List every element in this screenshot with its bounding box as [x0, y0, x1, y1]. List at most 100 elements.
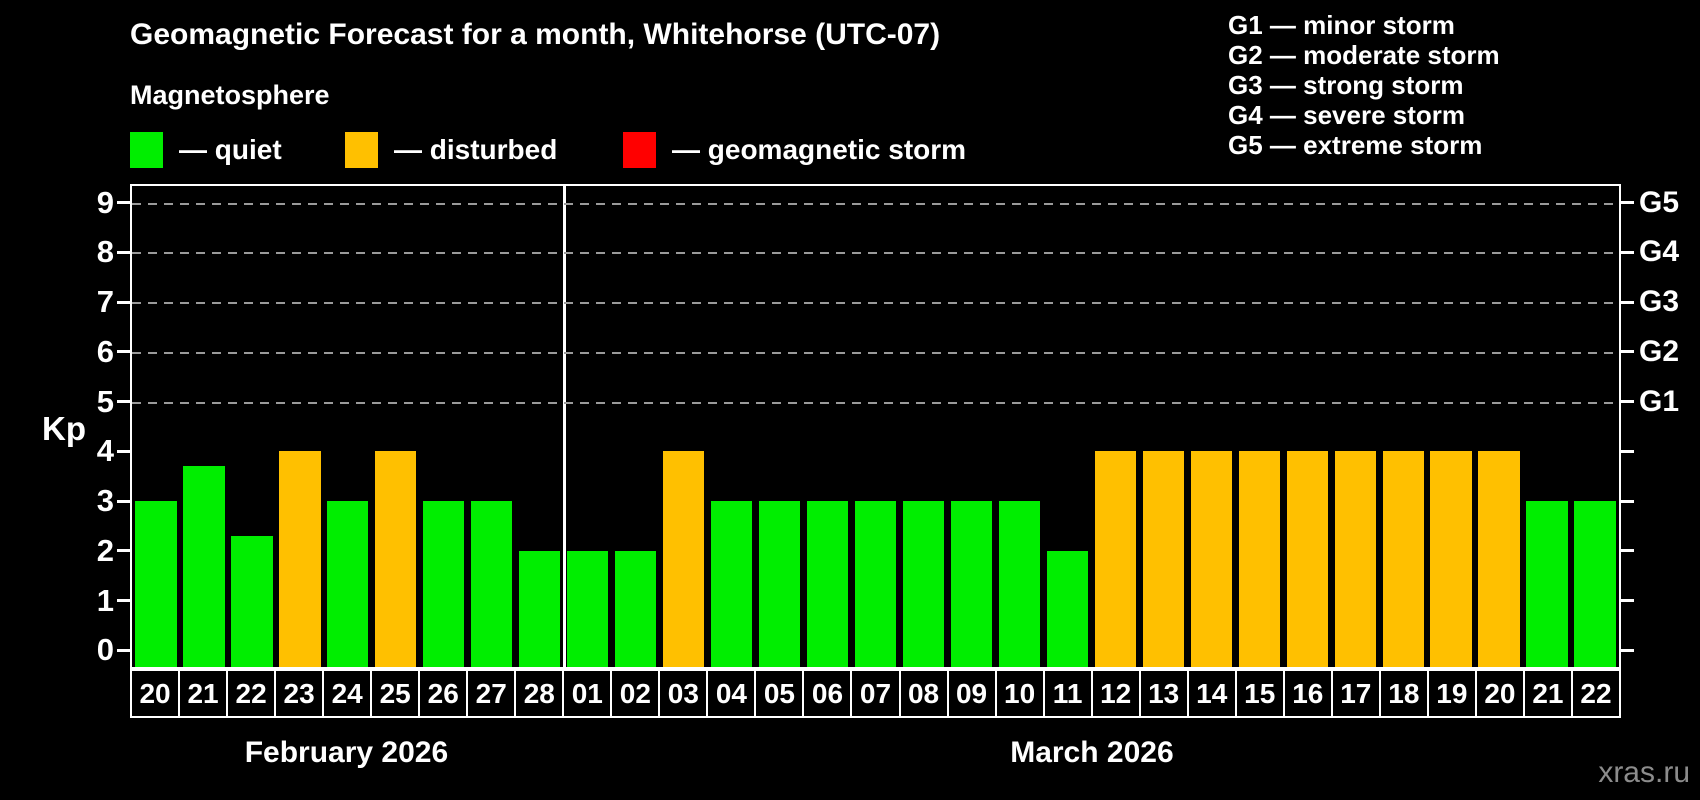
day-cell: 08: [898, 671, 947, 716]
kp-bar: [327, 501, 369, 667]
day-cell: 24: [322, 671, 371, 716]
g-legend-line: G3 — strong storm: [1228, 70, 1464, 100]
y-tick-label: 0: [96, 632, 114, 668]
kp-bar: [902, 501, 945, 667]
kp-bar: [1574, 501, 1616, 667]
day-cell: 14: [1186, 671, 1235, 716]
kp-bar: [567, 550, 609, 667]
gridline-kp8: [132, 252, 1619, 255]
g-scale-legend: G1 — minor storm G2 — moderate storm G3 …: [1228, 10, 1500, 160]
kp-bar: [183, 466, 225, 667]
right-axis-tick: [1621, 400, 1634, 404]
day-cell: 28: [514, 671, 563, 716]
left-axis-tick: [117, 300, 130, 304]
day-cell: 07: [850, 671, 899, 716]
kp-bar: [1334, 451, 1376, 667]
g-scale-label-G5: G5: [1639, 185, 1680, 219]
kp-bar: [1094, 451, 1136, 667]
kp-bar: [615, 550, 657, 667]
day-cell: 25: [370, 671, 419, 716]
month-separator-line: [562, 186, 566, 667]
g-scale-label-G4: G4: [1639, 235, 1680, 269]
legend-item-disturbed: — disturbed: [345, 131, 557, 169]
quiet-swatch-icon: [130, 132, 163, 168]
day-cell: 21: [1522, 671, 1571, 716]
g-scale-label-G3: G3: [1639, 285, 1680, 319]
kp-bar: [1046, 550, 1088, 667]
day-cell: 17: [1330, 671, 1379, 716]
day-cell: 02: [610, 671, 659, 716]
y-tick-label: 1: [96, 582, 114, 618]
left-axis-tick: [117, 250, 130, 254]
y-tick-label: 4: [96, 433, 114, 469]
kp-bar: [135, 501, 177, 667]
day-cell: 01: [562, 671, 611, 716]
right-axis-tick: [1621, 350, 1634, 354]
kp-bar: [519, 550, 561, 667]
right-axis-tick: [1621, 300, 1634, 304]
kp-bar: [806, 501, 849, 667]
kp-bar: [998, 501, 1041, 667]
y-tick-label: 8: [96, 234, 114, 270]
kp-bar: [758, 501, 801, 667]
gridline-kp7: [132, 302, 1619, 305]
month-label-march: March 2026: [1010, 736, 1174, 769]
right-axis-tick: [1621, 201, 1634, 205]
day-cell: 09: [946, 671, 995, 716]
day-cell: 13: [1138, 671, 1187, 716]
right-axis-tick: [1621, 499, 1634, 503]
y-tick-label: 7: [96, 284, 114, 320]
legend-label-quiet: — quiet: [179, 134, 282, 165]
kp-bar: [231, 535, 273, 667]
kp-bar: [950, 501, 993, 667]
right-axis-tick: [1621, 449, 1634, 453]
storm-swatch-icon: [623, 132, 656, 168]
y-tick-label: 2: [96, 532, 114, 568]
magnetosphere-label: Magnetosphere: [130, 80, 330, 110]
day-cell: 27: [466, 671, 515, 716]
kp-bar: [1478, 451, 1520, 667]
y-tick-label: 3: [96, 483, 114, 519]
day-cell: 18: [1378, 671, 1427, 716]
month-label-february: February 2026: [244, 736, 449, 769]
left-axis-tick: [117, 648, 130, 652]
day-cell: 21: [178, 671, 227, 716]
left-axis-tick: [117, 201, 130, 205]
kp-bar: [471, 501, 513, 667]
g-scale-label-G2: G2: [1639, 334, 1680, 368]
kp-bar: [375, 451, 417, 667]
right-axis-tick: [1621, 599, 1634, 603]
day-cell: 15: [1234, 671, 1283, 716]
kp-axis-label: Kp: [42, 410, 86, 447]
watermark: xras.ru: [1598, 756, 1690, 789]
day-cell: 06: [802, 671, 851, 716]
day-cell: 23: [274, 671, 323, 716]
day-axis-row: 20 21 22 23 24 25 26 27 28 01 02 03 04 05 06 07 08 09 10 11…: [130, 669, 1621, 718]
kp-bar: [1430, 451, 1472, 667]
left-axis-tick: [117, 400, 130, 404]
kp-bar: [1142, 451, 1184, 667]
kp-bar: [279, 451, 321, 667]
day-cell: 19: [1426, 671, 1475, 716]
day-cell: 11: [1042, 671, 1091, 716]
right-axis-tick: [1621, 648, 1634, 652]
left-axis-tick: [117, 449, 130, 453]
legend-item-quiet: — quiet: [130, 131, 282, 169]
kp-bar: [1382, 451, 1424, 667]
disturbed-swatch-icon: [345, 132, 378, 168]
y-tick-label: 6: [96, 333, 114, 369]
g-legend-line: G4 — severe storm: [1228, 100, 1466, 130]
kp-bar: [710, 501, 753, 667]
kp-bar: [1238, 451, 1280, 667]
g-legend-line: G5 — extreme storm: [1228, 130, 1483, 160]
legend-item-storm: — geomagnetic storm: [623, 131, 966, 169]
g-legend-line: G2 — moderate storm: [1228, 40, 1500, 70]
day-cell: 04: [706, 671, 755, 716]
kp-bar: [663, 451, 705, 667]
day-cell: 12: [1090, 671, 1139, 716]
day-cell: 20: [132, 671, 179, 716]
legend-label-storm: — geomagnetic storm: [672, 134, 967, 165]
day-cell: 22: [1570, 671, 1619, 716]
left-axis-tick: [117, 350, 130, 354]
